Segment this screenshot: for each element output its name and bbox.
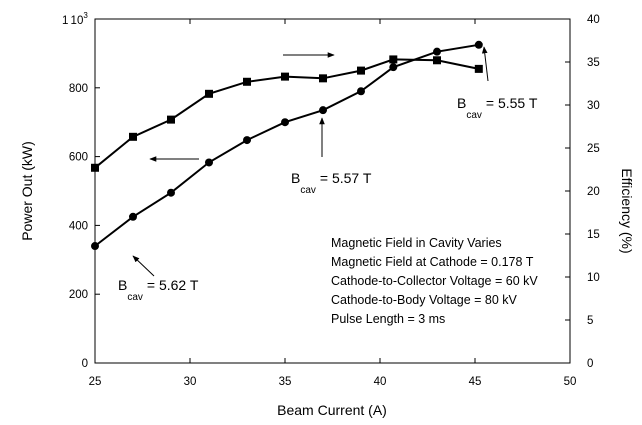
efficiency-data-point xyxy=(167,115,175,124)
note-line: Magnetic Field at Cathode = 0.178 T xyxy=(331,255,534,269)
y-left-tick-label: 400 xyxy=(69,220,88,232)
x-axis: 25 30 35 40 45 50 xyxy=(89,19,577,388)
annotation-pointer-5-62 xyxy=(132,255,155,277)
y-axis-right-title: Efficiency (%) xyxy=(619,168,635,253)
y-right-tick-label: 35 xyxy=(587,57,600,69)
annotation-bcav-5-62: Bcav= 5.62 T xyxy=(118,277,199,303)
y-left-top-tick-label: 1 103 xyxy=(62,11,88,27)
y-right-tick-label: 30 xyxy=(587,100,600,112)
x-tick-label: 30 xyxy=(184,376,197,388)
x-tick-label: 25 xyxy=(89,376,102,388)
efficiency-data-point xyxy=(389,55,398,64)
power-data-point xyxy=(167,188,175,197)
efficiency-data-point xyxy=(433,56,441,65)
y-axis-left-title: Power Out (kW) xyxy=(19,141,35,241)
x-tick-label: 40 xyxy=(374,376,387,388)
annotation-bcav-5-55: Bcav= 5.55 T xyxy=(457,95,538,121)
y-right-tick-label: 15 xyxy=(587,229,600,241)
efficiency-data-point xyxy=(243,77,251,86)
conditions-notes: Magnetic Field in Cavity Varies Magnetic… xyxy=(331,236,538,326)
y-left-tick-label: 600 xyxy=(69,152,88,164)
y-left-tick-label: 800 xyxy=(69,83,88,95)
x-tick-label: 50 xyxy=(564,376,577,388)
efficiency-data-point xyxy=(319,74,327,83)
efficiency-data-point xyxy=(357,66,365,75)
power-data-point xyxy=(433,47,441,56)
efficiency-data-point xyxy=(91,163,99,172)
note-line: Cathode-to-Collector Voltage = 60 kV xyxy=(331,274,538,288)
annotation-pointer-5-55 xyxy=(481,46,489,82)
x-tick-label: 35 xyxy=(279,376,292,388)
power-data-point xyxy=(91,242,99,251)
power-data-point xyxy=(205,158,213,167)
y-right-tick-label: 5 xyxy=(587,315,593,327)
note-line: Pulse Length = 3 ms xyxy=(331,312,445,326)
y-right-tick-label: 10 xyxy=(587,272,600,284)
power-data-point xyxy=(389,63,398,72)
efficiency-data-point xyxy=(474,64,483,73)
power-data-point xyxy=(281,118,289,127)
x-axis-title: Beam Current (A) xyxy=(277,402,387,418)
power-data-point xyxy=(243,136,251,145)
y-left-tick-label: 200 xyxy=(69,289,88,301)
power-data-point xyxy=(129,212,137,221)
efficiency-data-point xyxy=(281,72,289,81)
note-line: Cathode-to-Body Voltage = 80 kV xyxy=(331,293,518,307)
power-data-point xyxy=(319,106,327,115)
y-axis-right: 0 5 10 15 20 25 30 35 40 xyxy=(565,14,600,370)
power-data-point xyxy=(357,87,365,96)
y-right-tick-label: 40 xyxy=(587,14,600,26)
efficiency-data-point xyxy=(129,132,137,141)
series-layer xyxy=(91,40,483,251)
note-line: Magnetic Field in Cavity Varies xyxy=(331,236,502,250)
y-left-tick-label: 0 xyxy=(82,358,88,370)
y-right-tick-label: 20 xyxy=(587,186,600,198)
y-axis-left: 0 200 400 600 800 xyxy=(69,18,100,370)
efficiency-data-point xyxy=(205,89,213,98)
power-data-point xyxy=(474,40,483,49)
y-right-tick-label: 0 xyxy=(587,358,593,370)
annotation-bcav-5-57: Bcav= 5.57 T xyxy=(291,170,372,196)
y-right-tick-label: 25 xyxy=(587,143,600,155)
x-tick-label: 45 xyxy=(469,376,482,388)
